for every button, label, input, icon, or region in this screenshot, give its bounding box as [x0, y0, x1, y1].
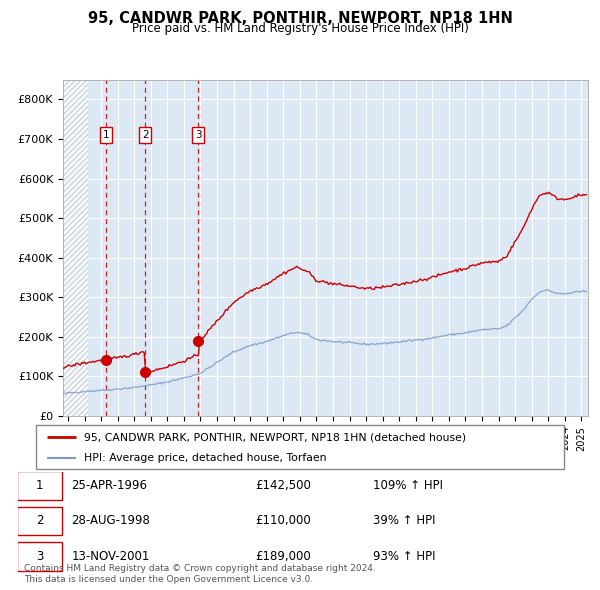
Text: 95, CANDWR PARK, PONTHIR, NEWPORT, NP18 1HN (detached house): 95, CANDWR PARK, PONTHIR, NEWPORT, NP18 …: [83, 432, 466, 442]
FancyBboxPatch shape: [17, 471, 62, 500]
Text: 39% ↑ HPI: 39% ↑ HPI: [373, 514, 436, 527]
FancyBboxPatch shape: [36, 425, 564, 469]
Text: 3: 3: [195, 130, 202, 140]
Text: 28-AUG-1998: 28-AUG-1998: [71, 514, 151, 527]
Bar: [63, 80, 88, 416]
Text: 93% ↑ HPI: 93% ↑ HPI: [373, 550, 436, 563]
Text: 3: 3: [36, 550, 43, 563]
FancyBboxPatch shape: [17, 542, 62, 571]
Text: Price paid vs. HM Land Registry's House Price Index (HPI): Price paid vs. HM Land Registry's House …: [131, 22, 469, 35]
Text: 2: 2: [35, 514, 43, 527]
Text: 13-NOV-2001: 13-NOV-2001: [71, 550, 150, 563]
Text: 109% ↑ HPI: 109% ↑ HPI: [373, 478, 443, 491]
Text: £110,000: £110,000: [255, 514, 311, 527]
Text: This data is licensed under the Open Government Licence v3.0.: This data is licensed under the Open Gov…: [24, 575, 313, 584]
Text: £189,000: £189,000: [255, 550, 311, 563]
Text: £142,500: £142,500: [255, 478, 311, 491]
Text: 95, CANDWR PARK, PONTHIR, NEWPORT, NP18 1HN: 95, CANDWR PARK, PONTHIR, NEWPORT, NP18 …: [88, 11, 512, 25]
Text: 1: 1: [35, 478, 43, 491]
Text: 2: 2: [142, 130, 148, 140]
FancyBboxPatch shape: [17, 506, 62, 535]
Text: 25-APR-1996: 25-APR-1996: [71, 478, 148, 491]
Text: Contains HM Land Registry data © Crown copyright and database right 2024.: Contains HM Land Registry data © Crown c…: [24, 565, 376, 573]
Text: 1: 1: [103, 130, 110, 140]
Text: HPI: Average price, detached house, Torfaen: HPI: Average price, detached house, Torf…: [83, 453, 326, 463]
